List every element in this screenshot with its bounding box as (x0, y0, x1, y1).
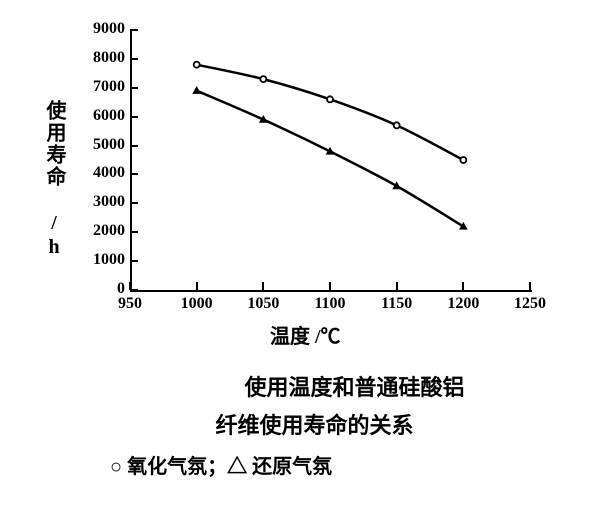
marker-circle-icon (460, 157, 466, 163)
y-tick-label: 2000 (65, 222, 125, 240)
legend-text: ○ 氧化气氛；△ 还原气氛 (110, 450, 332, 479)
marker-triangle-icon (192, 86, 201, 94)
y-tick-label: 5000 (65, 136, 125, 154)
y-tick-label: 1000 (65, 251, 125, 269)
x-axis-label: 温度 /℃ (270, 320, 341, 349)
x-tick-label: 1200 (438, 295, 488, 313)
chart-title-line1: 使用温度和普通硅酸铝 (0, 370, 589, 402)
x-tick-label: 1150 (372, 295, 422, 313)
y-tick-label: 3000 (65, 193, 125, 211)
x-tick-label: 1050 (238, 295, 288, 313)
chart-lines-svg (130, 30, 530, 290)
series-line (197, 65, 464, 160)
y-tick-label: 4000 (65, 164, 125, 182)
chart-title-line2: 纤维使用寿命的关系 (0, 408, 589, 440)
marker-circle-icon (327, 96, 333, 102)
marker-circle-icon (394, 122, 400, 128)
marker-circle-icon (260, 76, 266, 82)
x-tick-label: 950 (105, 295, 155, 313)
y-tick-label: 7000 (65, 78, 125, 96)
chart-container: 使用寿命 /h 01000200030004000500060007000800… (30, 20, 550, 340)
y-tick-label: 8000 (65, 49, 125, 67)
series-line (197, 91, 464, 227)
x-tick-label: 1000 (172, 295, 222, 313)
y-tick-label: 9000 (65, 20, 125, 38)
x-tick-label: 1250 (505, 295, 555, 313)
marker-circle-icon (194, 62, 200, 68)
x-tick-label: 1100 (305, 295, 355, 313)
y-tick-label: 6000 (65, 107, 125, 125)
